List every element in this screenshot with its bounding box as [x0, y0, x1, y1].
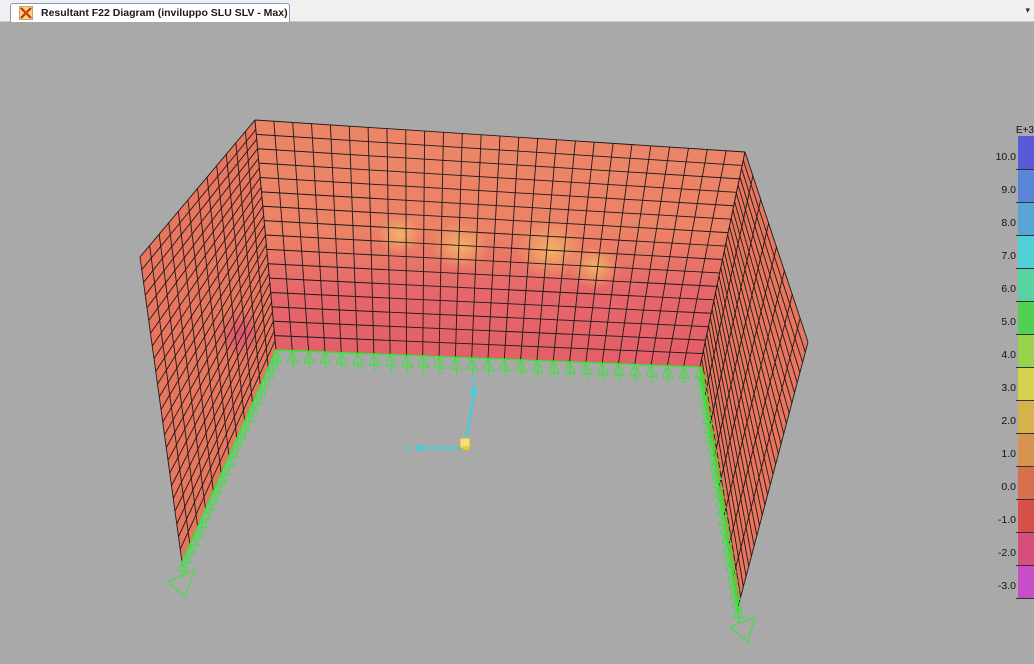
color-scale-legend: E+3 10.0 9.0 8.0 7.0 6.0 5.0 4.0 3.0 2.0 1.0 0.0 -1… [990, 118, 1034, 648]
legend-value-label: 3.0 [1001, 382, 1016, 394]
legend-value-label: -1.0 [997, 514, 1016, 526]
support-symbol [449, 356, 463, 376]
tab-resultant-f22-diagram[interactable]: Resultant F22 Diagram (inviluppo SLU SLV… [10, 3, 290, 23]
legend-color-swatch [1018, 532, 1034, 565]
legend-value-label: 7.0 [1001, 250, 1016, 262]
support-symbol [177, 561, 188, 578]
legend-value-label: 8.0 [1001, 217, 1016, 229]
legend-color-swatch [1018, 433, 1034, 466]
legend-color-swatch [1018, 136, 1034, 169]
legend-color-swatch [1018, 499, 1034, 532]
support-symbol [482, 358, 495, 377]
support-symbol [368, 353, 381, 372]
support-symbol [319, 351, 332, 370]
tab-list-dropdown-icon[interactable]: ▾ [1025, 5, 1030, 15]
legend-value-label: 1.0 [1001, 448, 1016, 460]
support-symbol [531, 360, 544, 379]
legend-tick [1016, 400, 1034, 401]
legend-tick [1016, 334, 1034, 335]
legend-value-label: 9.0 [1001, 184, 1016, 196]
support-constraints [167, 349, 756, 643]
back-wall [254, 119, 746, 368]
z-axis-label: Z [470, 374, 476, 385]
legend-value-label: 0.0 [1001, 481, 1016, 493]
support-symbol [384, 354, 398, 373]
support-symbol [515, 359, 528, 378]
support-symbol [596, 362, 610, 382]
support-symbol [433, 356, 446, 375]
support-symbol [417, 355, 430, 374]
support-symbol [678, 366, 691, 385]
support-symbol [547, 360, 561, 380]
support-symbol [400, 355, 414, 374]
legend-tick [1016, 268, 1034, 269]
legend-color-swatch [1018, 202, 1034, 235]
legend-color-swatch [1018, 565, 1034, 598]
left-wall [139, 119, 277, 563]
3d-viewport[interactable]: X Z [0, 22, 1034, 664]
support-symbol [580, 362, 593, 381]
support-symbol [629, 364, 642, 383]
legend-tick [1016, 499, 1034, 500]
support-symbol [564, 361, 577, 380]
legend-color-swatch [1018, 301, 1034, 334]
legend-value-label: -2.0 [997, 547, 1016, 559]
legend-color-swatch [1018, 334, 1034, 367]
legend-tick [1016, 598, 1034, 599]
legend-color-swatch [1018, 400, 1034, 433]
document-tab-bar: Resultant F22 Diagram (inviluppo SLU SLV… [0, 0, 1034, 23]
legend-value-label: 10.0 [995, 151, 1016, 163]
legend-color-swatch [1018, 367, 1034, 400]
axis-triad: X Z [404, 374, 478, 455]
support-symbol [303, 351, 316, 370]
legend-value-label: 4.0 [1001, 349, 1016, 361]
x-axis-label: X [404, 444, 411, 455]
legend-tick [1016, 235, 1034, 236]
support-symbol [612, 363, 626, 382]
legend-color-swatch [1018, 235, 1034, 268]
legend-value-label: 2.0 [1001, 415, 1016, 427]
support-symbol [732, 606, 745, 624]
legend-tick [1016, 301, 1034, 302]
support-symbol [661, 365, 675, 384]
legend-tick [1016, 532, 1034, 533]
legend-tick [1016, 433, 1034, 434]
legend-tick [1016, 466, 1034, 467]
support-symbol [466, 357, 479, 376]
legend-tick [1016, 367, 1034, 368]
fem-wall-model: X Z [139, 119, 809, 643]
tab-title: Resultant F22 Diagram (inviluppo SLU SLV… [41, 7, 288, 19]
right-wall [699, 151, 809, 608]
support-symbol [498, 358, 512, 378]
legend-tick [1016, 202, 1034, 203]
legend-exponent: E+3 [1015, 125, 1034, 136]
legend-color-swatch [1018, 169, 1034, 202]
legend-color-swatch [1018, 268, 1034, 301]
legend-value-label: 6.0 [1001, 283, 1016, 295]
legend-value-label: 5.0 [1001, 316, 1016, 328]
legend-tick [1016, 565, 1034, 566]
structure-app-icon [19, 6, 33, 20]
support-symbol [352, 353, 365, 372]
legend-value-label: -3.0 [997, 580, 1016, 592]
legend-tick [1016, 169, 1034, 170]
support-symbol [645, 364, 658, 384]
legend-color-swatch [1018, 466, 1034, 499]
support-symbol [286, 350, 300, 369]
support-symbol [335, 352, 349, 371]
